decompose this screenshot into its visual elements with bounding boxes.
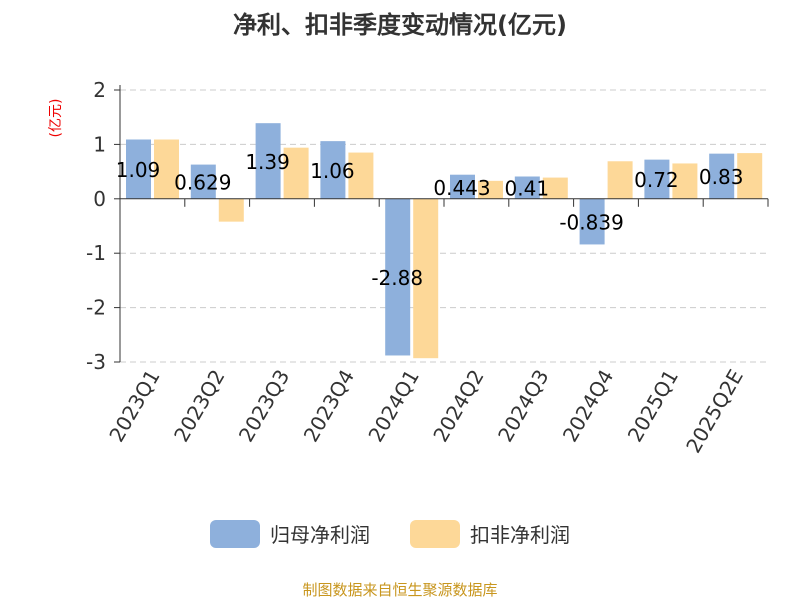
bar-1 bbox=[218, 198, 244, 222]
x-tick-label: 2024Q1 bbox=[363, 365, 423, 446]
data-label: 0.83 bbox=[699, 165, 744, 189]
x-tick-label: 2024Q4 bbox=[558, 365, 618, 446]
data-label: 0.629 bbox=[174, 171, 231, 195]
bar-1 bbox=[283, 147, 309, 199]
bar-0 bbox=[126, 139, 151, 199]
bar-0 bbox=[255, 123, 281, 199]
x-tick-label: 2025Q2E bbox=[681, 365, 748, 457]
legend-swatch bbox=[410, 520, 460, 548]
bar-0 bbox=[579, 198, 605, 245]
legend-label: 扣非净利润 bbox=[470, 523, 570, 547]
bar-0 bbox=[190, 164, 216, 199]
bar-1 bbox=[607, 161, 633, 199]
data-label: 0.72 bbox=[634, 168, 679, 192]
bar-1 bbox=[348, 152, 374, 199]
bar-0 bbox=[385, 198, 411, 356]
legend-swatch bbox=[210, 520, 260, 548]
bar-1 bbox=[478, 180, 503, 199]
x-tick-label: 2024Q3 bbox=[493, 365, 553, 446]
y-tick-label: 0 bbox=[93, 187, 106, 211]
data-label: 0.41 bbox=[505, 177, 550, 201]
x-tick-label: 2025Q1 bbox=[623, 365, 683, 446]
bar-1 bbox=[542, 177, 568, 199]
bar-0 bbox=[514, 176, 540, 199]
x-tick-label: 2023Q3 bbox=[234, 365, 294, 446]
x-tick-label: 2023Q4 bbox=[299, 365, 359, 446]
data-label: 0.443 bbox=[433, 176, 490, 200]
legend-label: 归母净利润 bbox=[270, 523, 370, 547]
y-tick-label: -3 bbox=[86, 350, 106, 374]
data-label: -2.88 bbox=[371, 266, 423, 290]
bar-1 bbox=[154, 139, 179, 199]
bar-0 bbox=[644, 159, 670, 199]
x-tick-label: 2024Q2 bbox=[428, 365, 488, 446]
bar-1 bbox=[672, 163, 698, 199]
bar-0 bbox=[709, 153, 735, 199]
bar-0 bbox=[320, 141, 346, 199]
y-tick-label: 1 bbox=[93, 132, 106, 156]
chart-title: 净利、扣非季度变动情况(亿元) bbox=[233, 11, 567, 39]
bar-1 bbox=[737, 153, 763, 199]
bar-0 bbox=[450, 174, 475, 199]
data-label: -0.839 bbox=[559, 211, 623, 235]
data-label: 1.39 bbox=[245, 150, 290, 174]
bar-1 bbox=[413, 198, 439, 359]
footer-source: 制图数据来自恒生聚源数据库 bbox=[302, 581, 497, 599]
y-tick-label: -2 bbox=[86, 296, 106, 320]
x-tick-label: 2023Q1 bbox=[104, 365, 164, 446]
data-label: 1.09 bbox=[116, 158, 161, 182]
y-tick-label: -1 bbox=[86, 241, 106, 265]
y-axis-label: (亿元) bbox=[48, 99, 64, 138]
data-label: 1.06 bbox=[310, 159, 355, 183]
x-tick-label: 2023Q2 bbox=[169, 365, 229, 446]
y-tick-label: 2 bbox=[93, 78, 106, 102]
